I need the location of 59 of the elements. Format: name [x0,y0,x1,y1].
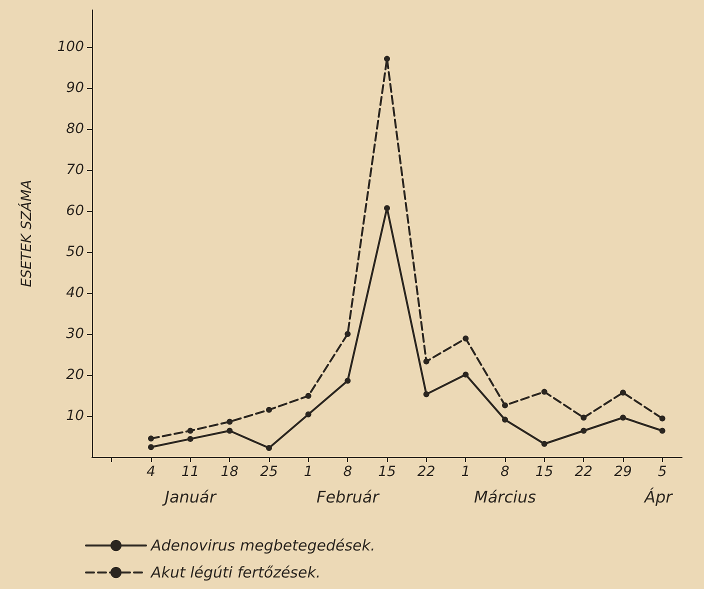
point [305,411,312,418]
y-axis-title: ESETEK SZÁMA [18,180,35,288]
y-tick-label: 40 [66,284,84,301]
y-tick-label: 30 [66,326,84,342]
point [541,440,548,447]
y-tick-label: 50 [66,244,84,260]
point [344,378,351,384]
legend-label: Adenovirus megbetegedések. [150,536,376,554]
point [580,428,587,434]
text: Ápr [644,488,674,506]
y-tick-label: 10 [66,408,84,424]
point [423,358,430,364]
x-tick-label: 5 [658,464,667,480]
x-tick-label: 22 [574,464,593,480]
point [502,416,508,423]
y-tick-label: 60 [66,202,84,219]
point [148,444,154,450]
point [659,428,666,434]
point [187,436,194,442]
legend-label: Akut légúti fertőzések. [150,564,321,582]
x-tick-label: 29 [614,464,632,480]
x-tick-label: 18 [220,464,239,480]
x-tick-label: 15 [535,464,554,480]
point [384,56,390,62]
point [148,436,154,442]
y-tick-label: 100 [57,38,84,55]
point [541,388,548,395]
point [659,415,666,422]
point [502,402,508,408]
x-tick-label: 22 [417,464,436,480]
point [305,392,312,399]
point [580,414,587,421]
point [620,414,626,421]
x-tick-label: 4 [146,464,156,480]
x-tick-label: 8 [500,464,510,480]
point [226,418,233,425]
point [266,406,272,413]
text: Február [316,488,380,506]
text: Január [162,488,218,506]
y-tick-label: 80 [66,120,84,137]
point [344,330,351,337]
point [384,205,390,212]
y-tick-label: 20 [66,366,84,383]
x-tick-label: 1 [461,464,470,480]
point [226,428,233,434]
text: Március [474,488,536,506]
x-tick-label: 8 [343,464,352,480]
point [620,390,626,396]
x-tick-label: 1 [304,464,313,480]
point [462,335,469,342]
y-tick-label: 70 [66,162,84,178]
point [187,428,194,434]
x-tick-label: 15 [378,464,396,480]
point [423,391,430,398]
y-tick-label: 90 [66,80,84,96]
x-tick-label: 11 [181,464,200,480]
point [266,444,272,451]
point [462,372,469,378]
x-tick-label: 25 [260,464,278,480]
